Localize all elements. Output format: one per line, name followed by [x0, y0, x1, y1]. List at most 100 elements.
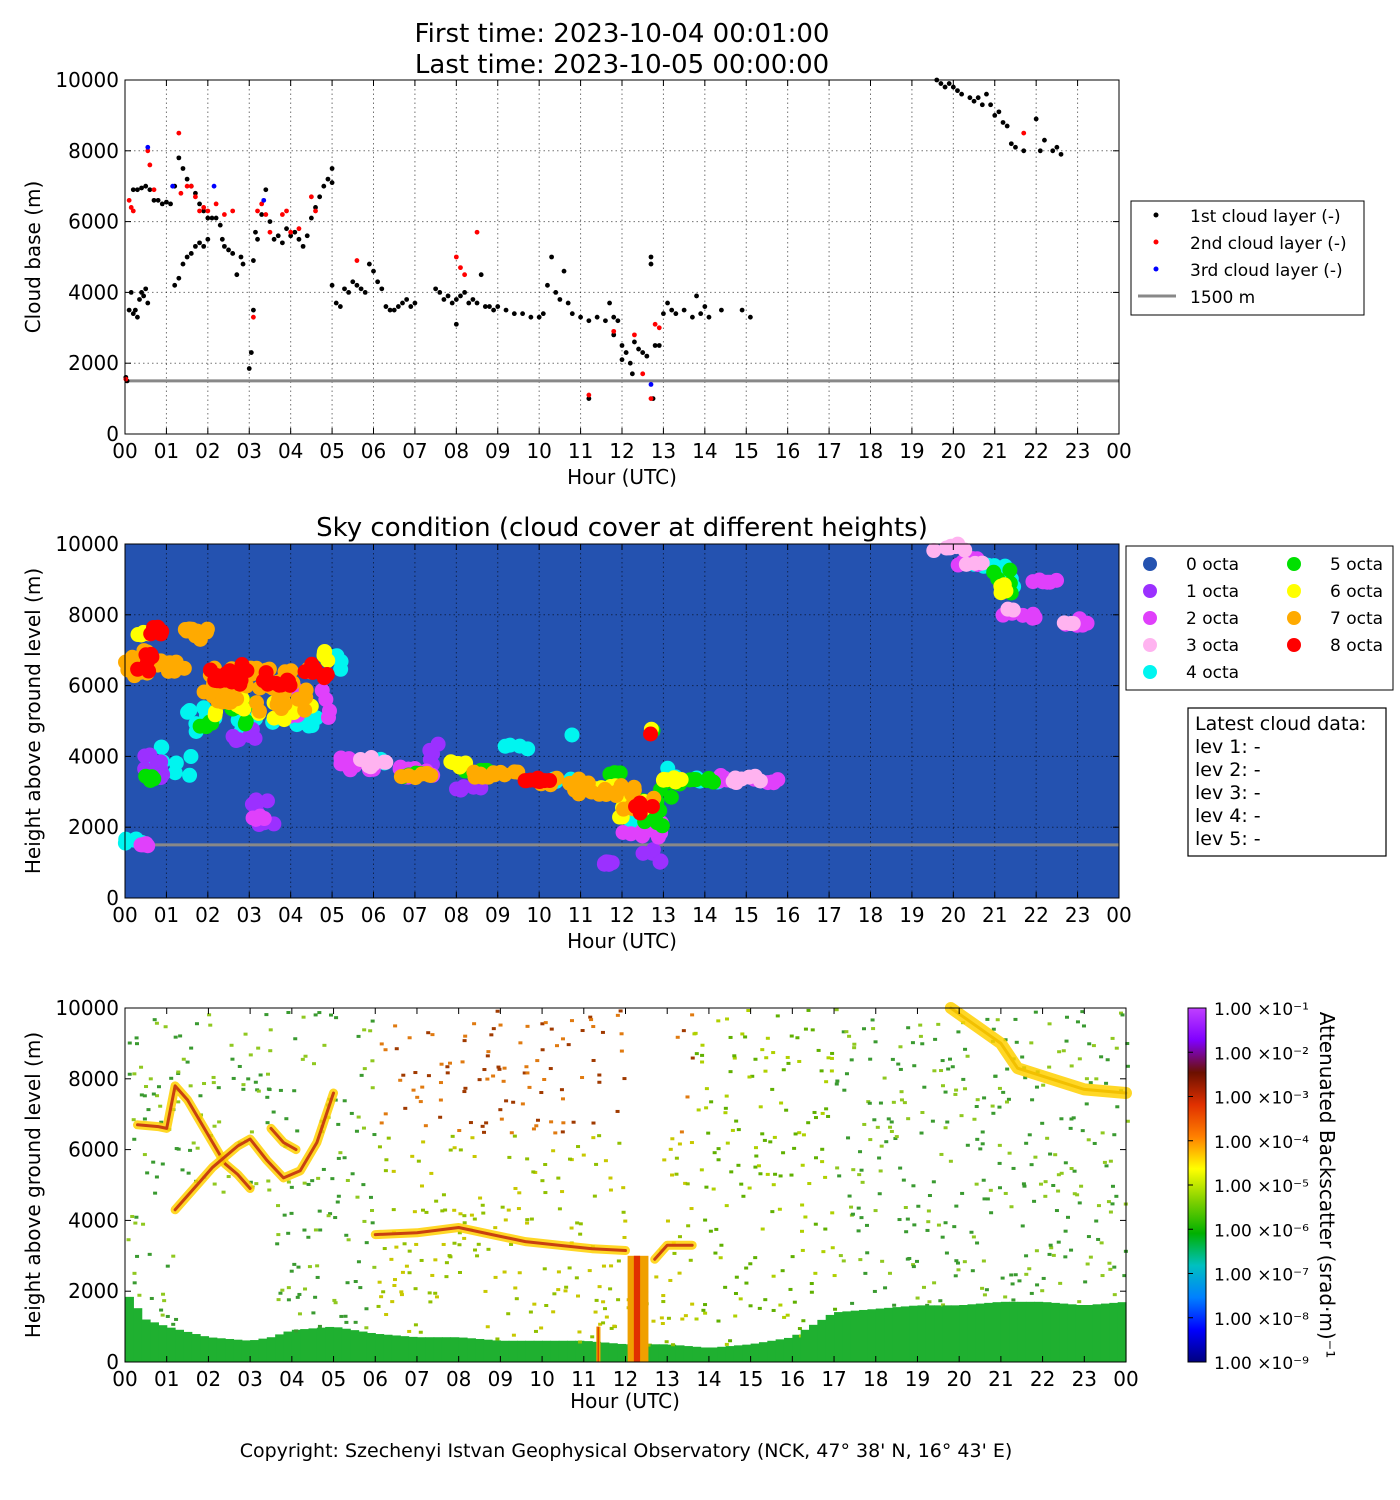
backscatter-speckle	[988, 1188, 993, 1192]
backscatter-speckle	[615, 1109, 620, 1113]
backscatter-speckle	[151, 1092, 156, 1096]
backscatter-speckle	[527, 1085, 532, 1089]
backscatter-speckle	[941, 1303, 946, 1307]
backscatter-speckle	[518, 1041, 523, 1045]
cloud-point-1	[487, 304, 492, 309]
backscatter-speckle	[491, 1074, 496, 1078]
cloud-point-2	[313, 208, 318, 214]
backscatter-speckle	[267, 1188, 272, 1192]
octa-point-8	[212, 672, 228, 688]
backscatter-speckle	[528, 1310, 533, 1314]
backscatter-speckle	[294, 1329, 299, 1333]
boundary-layer-cell	[416, 1337, 426, 1362]
octa-point-7	[118, 654, 134, 670]
backscatter-speckle	[765, 1036, 770, 1040]
backscatter-speckle	[963, 1047, 968, 1051]
backscatter-speckle	[441, 1193, 446, 1197]
cloud-point-2	[656, 325, 662, 331]
backscatter-speckle	[862, 1122, 867, 1126]
backscatter-speckle	[955, 1261, 960, 1265]
backscatter-speckle	[820, 1147, 825, 1151]
backscatter-speckle	[693, 1031, 698, 1035]
backscatter-speckle	[965, 1054, 970, 1058]
backscatter-speckle	[747, 1186, 752, 1190]
backscatter-speckle	[266, 1087, 271, 1091]
backscatter-speckle	[430, 1033, 435, 1037]
boundary-layer-cell	[792, 1334, 802, 1362]
boundary-layer-cell	[266, 1337, 276, 1362]
backscatter-speckle	[434, 1295, 439, 1299]
cloud-base-panel: 00 01 02 03 04 05 06 07 08 09 10 11 12 13 14 15 16 17 18 19…	[21, 68, 1365, 489]
cloud-point-1	[263, 187, 269, 193]
backscatter-speckle	[972, 1117, 977, 1121]
backscatter-speckle	[598, 1322, 603, 1326]
backscatter-speckle	[716, 1019, 721, 1023]
backscatter-speckle	[975, 1241, 980, 1245]
backscatter-speckle	[577, 1330, 582, 1334]
backscatter-speckle	[780, 1269, 785, 1273]
cloud-point-1	[176, 275, 182, 281]
backscatter-speckle	[621, 1186, 626, 1190]
boundary-layer-cell	[441, 1337, 451, 1362]
backscatter-speckle	[246, 1077, 251, 1081]
boundary-layer-cell	[992, 1302, 1002, 1362]
cloud-point-1	[549, 254, 554, 260]
cloud-point-1	[1000, 120, 1006, 125]
x-tick-label: 00	[112, 903, 137, 927]
backscatter-speckle	[1059, 1117, 1064, 1121]
cloud-base-x-ticks: 00 01 02 03 04 05 06 07 08 09 10 11 12 13 14 15 16 17 18 19…	[112, 80, 1132, 463]
boundary-layer-cell	[900, 1306, 910, 1362]
backscatter-speckle	[1080, 1129, 1085, 1133]
backscatter-speckle	[792, 1300, 797, 1304]
backscatter-speckle	[241, 1083, 246, 1087]
backscatter-speckle	[824, 1107, 829, 1111]
backscatter-speckle	[185, 1060, 190, 1064]
backscatter-speckle	[383, 1112, 388, 1116]
boundary-layer-cell	[333, 1327, 343, 1362]
cloud-point-1	[222, 243, 227, 249]
backscatter-speckle	[311, 1062, 316, 1066]
backscatter-speckle	[328, 1212, 333, 1216]
backscatter-speckle	[256, 1089, 261, 1093]
backscatter-speckle	[444, 1275, 449, 1279]
backscatter-speckle	[517, 1191, 522, 1195]
backscatter-speckle	[1069, 1248, 1074, 1252]
cloud-point-1	[226, 247, 231, 253]
cloud-point-2	[458, 265, 463, 271]
boundary-layer-cell	[467, 1338, 476, 1362]
backscatter-speckle	[803, 1027, 808, 1031]
backscatter-speckle	[142, 1153, 147, 1157]
backscatter-speckle	[850, 1301, 855, 1305]
backscatter-speckle	[940, 1235, 945, 1239]
backscatter-speckle	[587, 1269, 592, 1273]
backscatter-speckle	[725, 1141, 730, 1145]
backscatter-speckle	[286, 1011, 291, 1015]
backscatter-speckle	[750, 1074, 755, 1078]
backscatter-speckle	[576, 1145, 581, 1149]
backscatter-speckle	[597, 1285, 602, 1289]
cloud-point-1	[159, 201, 165, 207]
backscatter-speckle	[438, 1098, 443, 1102]
backscatter-speckle	[801, 1319, 806, 1323]
cloud-point-1	[308, 215, 314, 221]
backscatter-speckle	[535, 1118, 540, 1122]
backscatter-speckle	[315, 1264, 320, 1268]
backscatter-speckle	[497, 1067, 502, 1071]
backscatter-speckle	[399, 1290, 404, 1294]
cloud-point-1	[690, 314, 695, 320]
cloud-point-1	[449, 300, 455, 306]
backscatter-xlabel: Hour (UTC)	[570, 1389, 680, 1413]
cloud-point-2	[632, 332, 637, 338]
backscatter-speckle	[468, 1121, 473, 1125]
cloud-point-1	[362, 290, 368, 295]
cloud-point-1	[188, 251, 194, 256]
backscatter-speckle	[723, 1106, 728, 1110]
x-tick-label: 02	[196, 1367, 221, 1391]
backscatter-speckle	[544, 1304, 549, 1308]
cloud-base-points	[123, 77, 1064, 401]
backscatter-speckle	[1115, 1105, 1120, 1109]
y-tick-label: 0	[106, 886, 119, 910]
backscatter-speckle	[445, 1071, 450, 1075]
backscatter-speckle	[1040, 1289, 1045, 1293]
backscatter-speckle	[601, 1321, 606, 1325]
